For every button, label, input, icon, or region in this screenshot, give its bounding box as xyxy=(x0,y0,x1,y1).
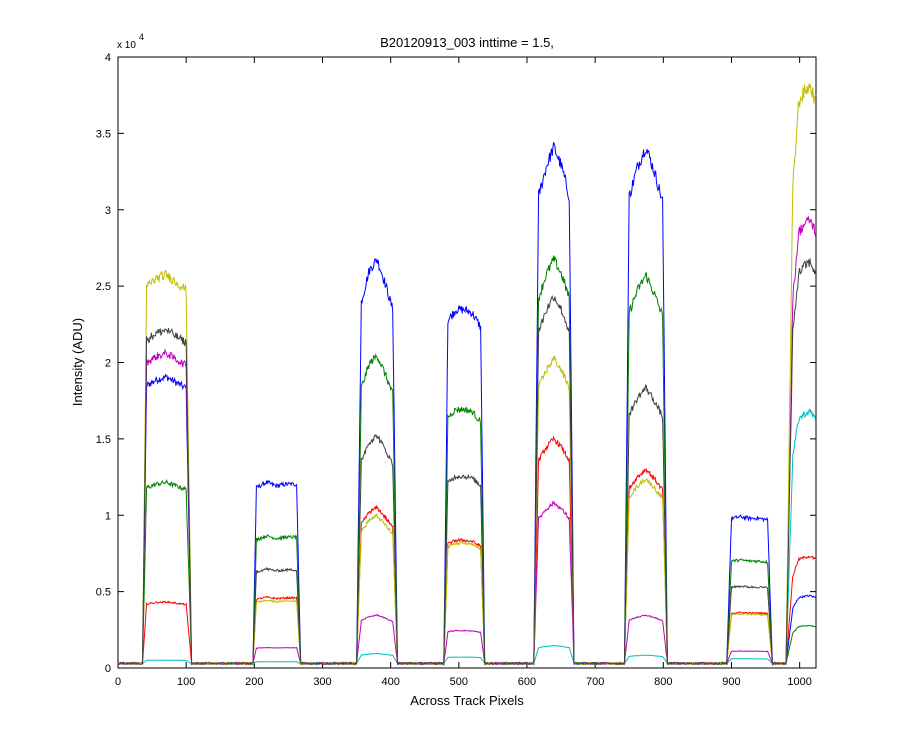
series-line-6 xyxy=(117,258,817,666)
x-tick-label: 600 xyxy=(518,676,536,688)
x-tick-label: 300 xyxy=(313,676,331,688)
x-tick-label: 900 xyxy=(722,676,740,688)
plot-background xyxy=(117,56,817,669)
x-tick-label: 200 xyxy=(245,676,263,688)
x-axis-label: Across Track Pixels xyxy=(410,693,524,708)
x-tick-label: 500 xyxy=(450,676,468,688)
y-tick-label: 4 xyxy=(105,52,111,64)
y-multiplier-label: x 10 xyxy=(117,40,136,51)
x-axis-ticks: 0 100 200 300 400 500 600 700 800 900 1000 xyxy=(115,57,812,688)
x-tick-label: 700 xyxy=(586,676,604,688)
chart-title: B20120913_003 inttime = 1.5, xyxy=(380,35,554,50)
y-tick-label: 1.5 xyxy=(96,434,111,446)
y-axis-label: Intensity (ADU) xyxy=(70,318,85,406)
x-tick-label: 800 xyxy=(654,676,672,688)
y-tick-label: 0 xyxy=(105,663,111,675)
x-tick-label: 0 xyxy=(115,676,121,688)
y-tick-label: 2 xyxy=(105,358,111,370)
x-tick-label: 400 xyxy=(381,676,399,688)
y-tick-label: 3.5 xyxy=(96,128,111,140)
series-layer xyxy=(117,83,817,667)
y-tick-label: 0.5 xyxy=(96,587,111,599)
y-multiplier-exponent: 4 xyxy=(139,32,144,42)
y-tick-label: 3 xyxy=(105,205,111,217)
y-tick-label: 1 xyxy=(105,510,111,522)
y-axis-ticks: 0 0.5 1 1.5 2 2.5 3 3.5 4 xyxy=(96,52,816,675)
y-tick-label: 2.5 xyxy=(96,281,111,293)
x-tick-label: 100 xyxy=(177,676,195,688)
x-tick-label: 1000 xyxy=(787,676,811,688)
